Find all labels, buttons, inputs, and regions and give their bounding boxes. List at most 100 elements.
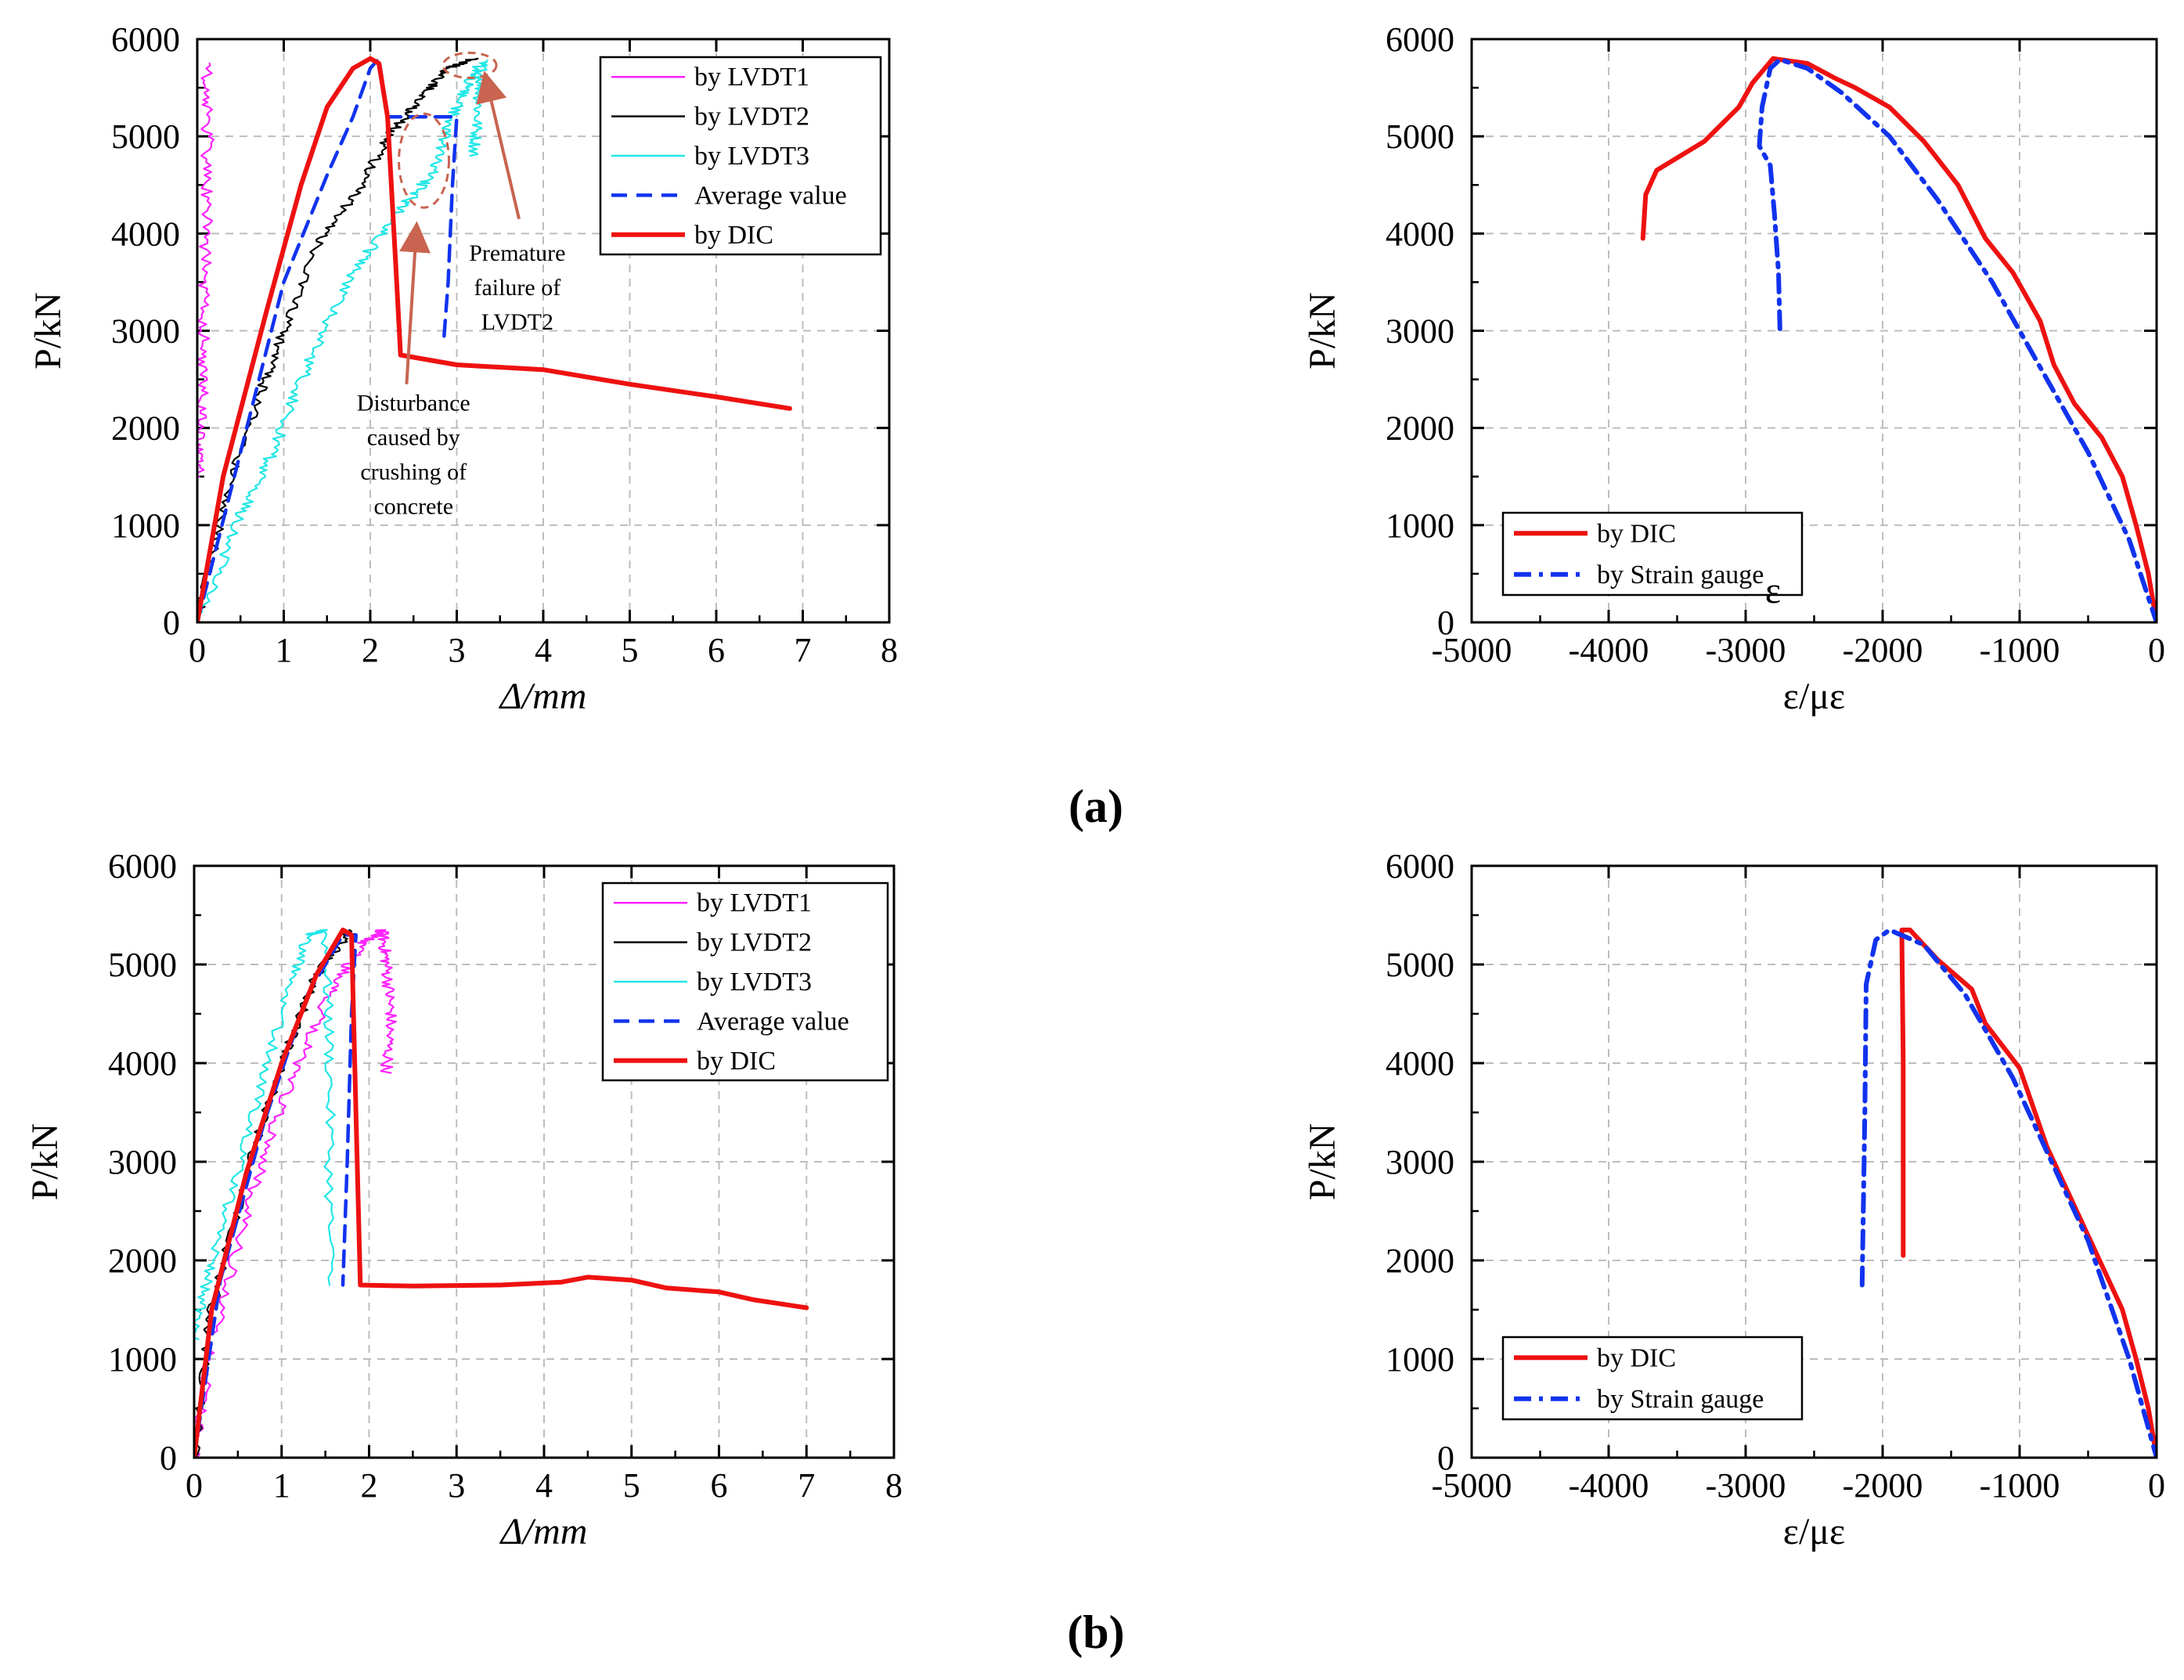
y-axis-label: P/kN xyxy=(24,1123,66,1201)
y-tick-label: 1000 xyxy=(1386,507,1454,545)
series-line-lvdt2 xyxy=(197,57,479,622)
y-tick-label: 2000 xyxy=(1386,409,1454,448)
x-tick-label: -1000 xyxy=(1980,631,2060,669)
series-line-lvdt3 xyxy=(194,928,336,1340)
x-tick-label: 1 xyxy=(273,1466,290,1505)
plot-frame xyxy=(196,38,891,624)
y-axis-label: P/kN xyxy=(27,292,69,370)
plot-frame xyxy=(1470,864,2158,1459)
y-tick-label: 6000 xyxy=(111,20,180,59)
annotation-premature-failure-line: LVDT2 xyxy=(481,309,553,335)
x-tick-label: 5 xyxy=(623,1466,640,1505)
y-tick-label: 0 xyxy=(160,1439,177,1477)
annotation-premature-failure: Premature failure of LVDT2 xyxy=(469,240,565,335)
series-line-strain_gauge xyxy=(1859,927,2157,1458)
x-tick-label: 4 xyxy=(535,631,552,669)
disturbance-arrow xyxy=(399,221,431,384)
x-tick-label: 1 xyxy=(276,631,293,669)
legend-box xyxy=(1501,511,1804,597)
y-tick-label: 6000 xyxy=(1386,20,1454,59)
x-tick-label: 3 xyxy=(448,1466,465,1505)
x-tick-label: 8 xyxy=(881,631,898,669)
y-tick-label: 3000 xyxy=(108,1143,177,1181)
x-tick-label: 7 xyxy=(795,631,812,669)
y-tick-label: 1000 xyxy=(108,1340,177,1379)
legend-label-dic: by DIC xyxy=(1597,1343,1676,1372)
series-group xyxy=(194,927,809,1458)
legend-label-lvdt1: by LVDT1 xyxy=(697,889,812,918)
y-tick-label: 3000 xyxy=(1386,312,1454,351)
series-line-dic xyxy=(197,56,792,622)
annotation-disturbance-line: concrete xyxy=(373,493,453,519)
x-tick-label: -3000 xyxy=(1706,1466,1786,1505)
y-tick-label: 4000 xyxy=(108,1044,177,1083)
y-tick-label: 3000 xyxy=(1386,1143,1454,1181)
y-tick-label: 5000 xyxy=(108,946,177,984)
annotation-disturbance-line: crushing of xyxy=(360,459,467,485)
series-group xyxy=(197,56,792,622)
series-line-lvdt1 xyxy=(194,928,397,1458)
series-line-dic xyxy=(1640,56,2157,622)
annotation-epsilon-line: ε xyxy=(1765,570,1781,611)
panel-label-a: (a) xyxy=(1069,781,1123,832)
legend-label-lvdt3: by LVDT3 xyxy=(694,142,809,171)
y-tick-label: 5000 xyxy=(111,117,180,156)
x-tick-label: -5000 xyxy=(1432,631,1512,669)
x-tick-label: 0 xyxy=(186,1466,203,1505)
y-tick-label: 2000 xyxy=(1386,1242,1454,1280)
legend-label-dic: by DIC xyxy=(694,221,773,250)
x-axis-label: Δ/mm xyxy=(499,1511,588,1552)
x-tick-label: 4 xyxy=(535,1466,553,1505)
annotation-disturbance: Disturbance caused by crushing of concrete xyxy=(357,390,470,519)
x-tick-label: 3 xyxy=(449,631,466,669)
legend-label-average: Average value xyxy=(694,181,847,210)
legend-label-average: Average value xyxy=(697,1007,849,1036)
y-tick-label: 4000 xyxy=(1386,1044,1454,1083)
series-line-dic xyxy=(1899,927,2157,1458)
legend: by LVDT1 by LVDT2 by LVDT3 Average value by … xyxy=(601,881,889,1082)
y-tick-label: 4000 xyxy=(1386,215,1454,253)
annotation-disturbance-line: caused by xyxy=(367,424,460,450)
y-axis-label: P/kN xyxy=(1302,292,1343,370)
plot-frame xyxy=(1470,38,2158,624)
chart-a-left: 0 1 2 3 4 5 6 7 8 0 1000 2000 3000 4000 5000 6000 Δ/mm P/… xyxy=(27,20,898,717)
x-axis-label: ε/με xyxy=(1783,1511,1845,1552)
y-tick-label: 1000 xyxy=(111,507,180,545)
y-tick-label: 4000 xyxy=(111,215,180,253)
y-tick-label: 6000 xyxy=(108,847,177,885)
x-tick-label: -2000 xyxy=(1843,631,1923,669)
legend-label-strain_gauge: by Strain gauge xyxy=(1597,561,1764,589)
series-group xyxy=(1640,56,2157,622)
x-tick-label: -1000 xyxy=(1980,1466,2060,1505)
x-tick-label: 0 xyxy=(2148,1466,2165,1505)
chart-a-right: -5000 -4000 -3000 -2000 -1000 0 0 1000 2000 3000 4… xyxy=(1302,20,2165,717)
legend-label-dic: by DIC xyxy=(1597,519,1676,548)
x-tick-label: -5000 xyxy=(1432,1466,1512,1505)
plot-frame xyxy=(193,864,896,1459)
series-group xyxy=(1859,927,2157,1458)
panel-label-b: (b) xyxy=(1067,1606,1124,1658)
y-tick-label: 5000 xyxy=(1386,117,1454,156)
x-tick-label: 0 xyxy=(189,631,206,669)
legend-label-dic: by DIC xyxy=(697,1047,776,1076)
series-line-average xyxy=(194,932,358,1458)
x-tick-label: -3000 xyxy=(1706,631,1786,669)
x-tick-label: -2000 xyxy=(1843,1466,1923,1505)
y-tick-label: 2000 xyxy=(111,409,180,448)
chart-b-left: 0 1 2 3 4 5 6 7 8 0 1000 2000 3000 4000 5000 6000 Δ/mm P/… xyxy=(24,847,903,1552)
y-tick-label: 0 xyxy=(1437,604,1454,642)
annotation-premature-failure-line: Premature xyxy=(469,240,565,266)
legend: by DIC by Strain gauge xyxy=(1501,1336,1804,1421)
y-axis-label: P/kN xyxy=(1302,1123,1343,1201)
legend: by LVDT1 by LVDT2 by LVDT3 Average value by … xyxy=(599,56,882,256)
x-tick-label: 2 xyxy=(361,1466,378,1505)
y-tick-label: 0 xyxy=(163,604,180,642)
series-line-lvdt3 xyxy=(197,59,488,622)
y-tick-label: 2000 xyxy=(108,1242,177,1280)
premature-failure-ellipse xyxy=(441,52,498,80)
y-tick-label: 6000 xyxy=(1386,847,1454,885)
series-line-average xyxy=(197,56,459,622)
legend-label-strain_gauge: by Strain gauge xyxy=(1597,1385,1764,1414)
x-tick-label: 2 xyxy=(362,631,379,669)
x-axis-label: Δ/mm xyxy=(499,676,587,717)
